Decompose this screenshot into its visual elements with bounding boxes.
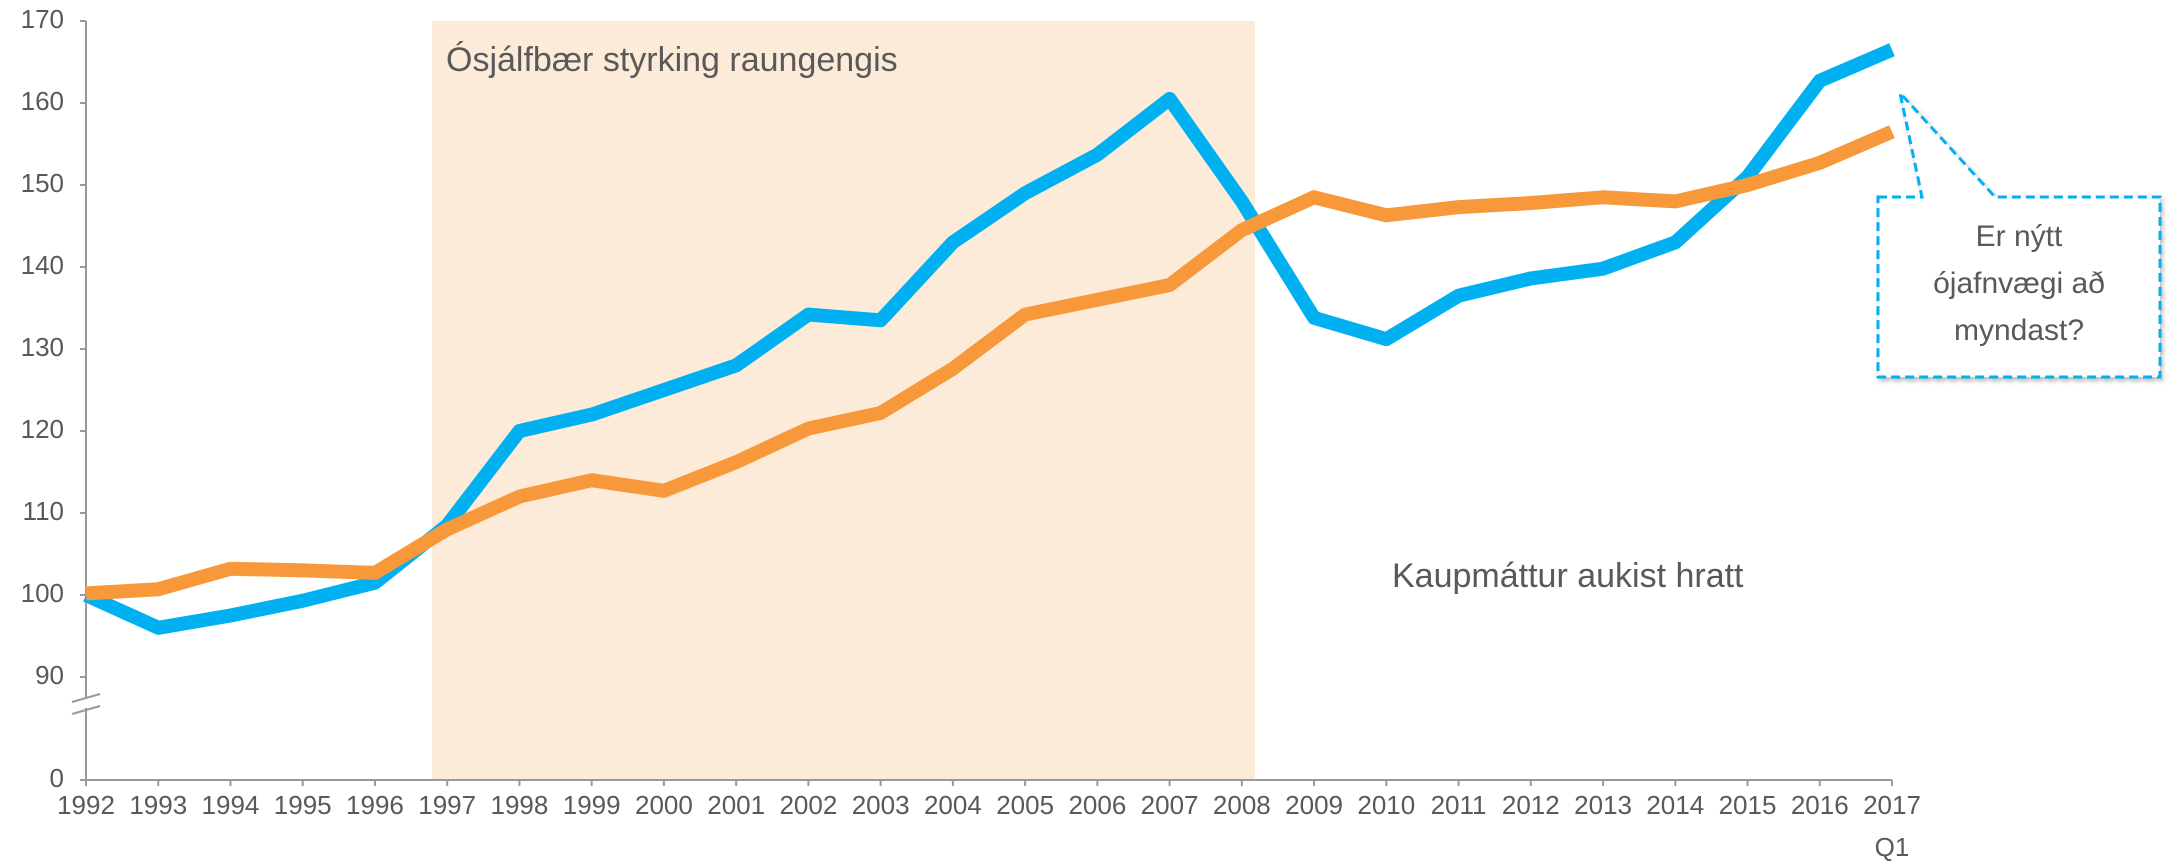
x-tick-label: 2009: [1285, 790, 1343, 820]
annotation: Ósjálfbær styrking raungengis: [446, 41, 898, 79]
x-tick-label: 1997: [418, 790, 476, 820]
x-tick-label: 1996: [346, 790, 404, 820]
x-tick-label: 2005: [996, 790, 1054, 820]
x-tick-label: 1998: [491, 790, 549, 820]
x-tick-label: 1999: [563, 790, 621, 820]
y-tick-label: 130: [21, 332, 64, 362]
callout-text: ójafnvægi að: [1933, 267, 2105, 300]
callout-text: Er nýtt: [1976, 220, 2063, 253]
x-tick-label: 2011: [1431, 790, 1487, 820]
x-tick-label: 2013: [1574, 790, 1632, 820]
x-tick-label: 2001: [707, 790, 765, 820]
y-tick-label: 120: [21, 414, 64, 444]
x-tick-label: 2016: [1791, 790, 1849, 820]
axis-break: [71, 693, 101, 703]
x-tick-label: 2003: [852, 790, 910, 820]
annotation: Kaupmáttur aukist hratt: [1392, 557, 1744, 595]
callout-text: myndast?: [1954, 314, 2084, 347]
y-tick-label: 150: [21, 168, 64, 198]
x-tick-label: 1995: [274, 790, 332, 820]
lines: [83, 43, 1895, 635]
x-tick-label: 2012: [1502, 790, 1560, 820]
y-tick-label: 140: [21, 250, 64, 280]
axis-break: [71, 705, 101, 715]
y-tick-label: 110: [23, 496, 64, 526]
x-tick-label: 2000: [635, 790, 693, 820]
series-line: [85, 125, 1895, 601]
x-tick-label: 2006: [1068, 790, 1126, 820]
y-tick-label: 170: [21, 4, 64, 34]
x-tick-label: 2007: [1141, 790, 1199, 820]
x-tick-label: 2008: [1213, 790, 1271, 820]
x-tick-label: 2010: [1357, 790, 1415, 820]
y-tick-label: 100: [21, 578, 64, 608]
x-tick-label: 1993: [129, 790, 187, 820]
callout-box: [1876, 87, 2162, 379]
axes: 0 90 100 110 120 130 140 150 160 170 1992 1993 1994 1…: [21, 4, 1921, 862]
x-tick-label: 2002: [779, 790, 837, 820]
x-tick-label: 2004: [924, 790, 982, 820]
x-tick-label: 1994: [202, 790, 260, 820]
x-tick-label: 2015: [1719, 790, 1777, 820]
x-tick-label: 2017 Q1: [1863, 790, 1921, 862]
y-tick-label: 0: [50, 763, 64, 793]
x-tick-label: 2014: [1646, 790, 1704, 820]
x-tick-label: 1992: [57, 790, 115, 820]
y-tick-label: 160: [21, 86, 64, 116]
y-tick-label: 90: [35, 660, 64, 690]
axis-break: [72, 698, 100, 708]
